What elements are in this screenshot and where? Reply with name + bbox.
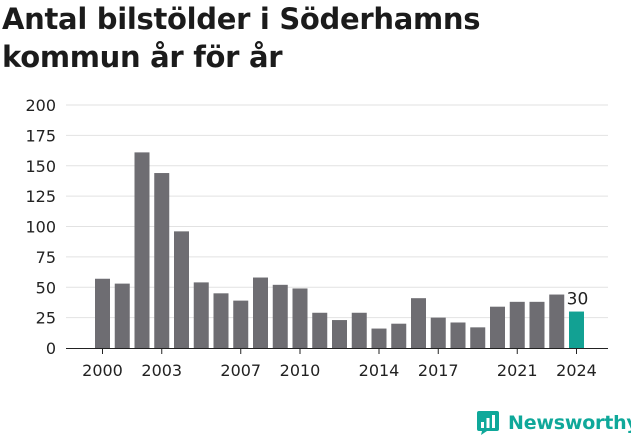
bar <box>253 277 268 348</box>
bar <box>272 284 288 348</box>
brand-name: Newsworthy <box>508 412 631 434</box>
bar <box>193 282 209 348</box>
bar <box>213 293 229 348</box>
y-tick-label: 25 <box>36 309 56 328</box>
x-tick-label: 2017 <box>418 361 459 380</box>
x-tick-label: 2000 <box>82 361 123 380</box>
bar <box>490 306 505 348</box>
y-tick-label: 0 <box>46 339 56 358</box>
bar <box>233 300 249 348</box>
bar <box>470 327 486 348</box>
bar <box>154 173 170 348</box>
x-tick-label: 2024 <box>556 361 597 380</box>
bar <box>312 312 328 348</box>
bar <box>549 294 565 348</box>
y-tick-label: 125 <box>25 187 56 206</box>
x-tick-label: 2021 <box>497 361 538 380</box>
y-tick-label: 50 <box>36 278 56 297</box>
bar <box>529 301 545 348</box>
bar <box>371 328 387 348</box>
bar-highlight <box>569 311 584 348</box>
bar <box>411 298 426 348</box>
bar <box>351 312 367 348</box>
y-tick-label: 100 <box>25 218 56 237</box>
bar <box>134 152 150 348</box>
bar <box>450 322 466 348</box>
brand-logo: Newsworthy <box>476 409 631 437</box>
y-axis-ticks: 0 25 50 75 100 125 150 175 200 <box>25 96 56 358</box>
bar <box>174 231 189 348</box>
bars <box>95 152 584 349</box>
bar <box>391 323 407 348</box>
bar <box>95 278 110 348</box>
y-tick-label: 200 <box>25 96 56 115</box>
chart-title: Antal bilstölder i Söderhamns kommun år … <box>2 2 481 74</box>
newsworthy-logo-icon <box>477 411 499 435</box>
bar <box>509 301 525 348</box>
x-tick-label: 2003 <box>141 361 182 380</box>
y-tick-label: 75 <box>36 248 56 267</box>
data-label: 30 <box>567 290 589 310</box>
bar <box>430 317 446 349</box>
bar <box>114 283 130 348</box>
x-axis-ticks: 2000 2003 2007 2010 2014 2017 2021 2024 <box>82 349 597 380</box>
bar <box>292 288 308 348</box>
x-tick-label: 2014 <box>359 361 400 380</box>
y-tick-label: 150 <box>25 157 56 176</box>
x-tick-label: 2010 <box>280 361 321 380</box>
y-tick-label: 175 <box>25 126 56 145</box>
data-labels: 30 <box>567 290 589 310</box>
bar <box>332 320 347 348</box>
x-tick-label: 2007 <box>220 361 261 380</box>
